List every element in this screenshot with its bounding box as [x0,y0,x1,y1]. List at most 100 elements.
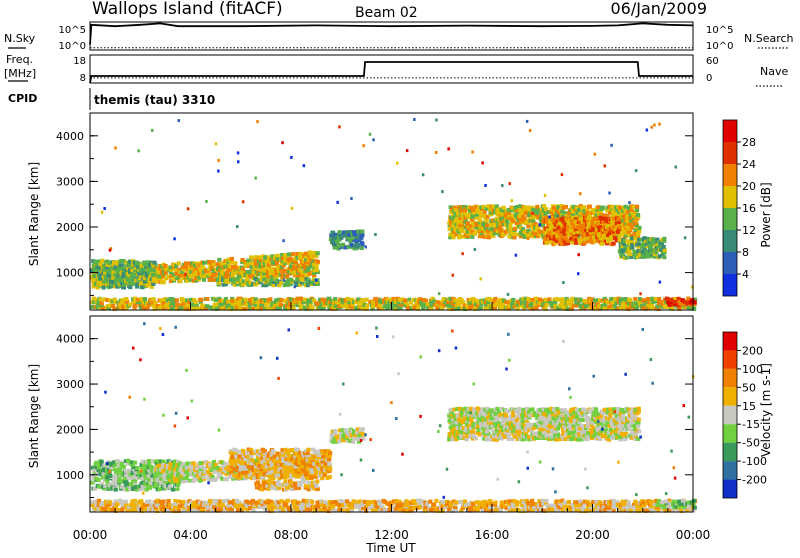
velocity-cell [344,428,348,432]
power-cell [202,261,206,265]
power-cell [457,234,461,238]
power-cell [182,265,186,269]
power-cell [493,297,497,301]
velocity-cell [327,458,331,462]
velocity-cell [260,476,264,480]
power-cell [537,301,541,305]
power-y-tick-label-2: 3000 [56,175,84,188]
power-cell [508,224,512,228]
power-cell [152,268,156,272]
power-cell [544,216,548,220]
power-speckle [447,147,450,150]
nave-tick-top: 60 [706,56,719,67]
power-cell [360,241,364,245]
velocity-cell [135,466,139,470]
power-cell [578,298,582,302]
nsky-series [90,23,693,47]
nsky-label: N.Sky [4,32,36,45]
power-cell [249,255,253,259]
power-y-tick-label-1: 2000 [56,221,84,234]
power-cell [212,278,216,282]
nave-tick-bottom: 0 [706,73,712,84]
velocity-cell [506,410,510,414]
power-cell [283,253,287,257]
power-speckle [461,252,464,255]
power-speckle [608,192,611,195]
freq-unit: [MHz] [4,67,36,80]
power-cell [207,260,211,264]
velocity-cell [191,461,195,465]
nsky-series-line-0 [90,23,693,44]
power-cell [593,217,597,221]
power-cell [100,301,104,305]
power-cell [505,219,509,223]
power-cell [300,278,304,282]
power-speckle [151,129,154,132]
power-cell [662,237,666,241]
power-cell [157,275,161,279]
power-cell [316,260,320,264]
power-cell [636,213,640,217]
power-cell [143,297,147,301]
power-cell [613,297,617,301]
velocity-cell [114,488,118,492]
power-cell [321,298,325,302]
power-cell [686,297,690,301]
power-speckle [577,272,580,275]
power-cell [177,261,181,265]
cpid-value: themis (tau) 3310 [94,93,215,107]
power-speckle [579,192,582,195]
power-cell [162,280,166,284]
power-speckle [291,207,294,210]
power-speckle [290,156,293,159]
power-speckle [103,207,106,210]
power-cell [111,304,115,308]
power-cell [360,230,364,234]
power-cell [287,252,291,256]
power-cell [378,299,382,303]
power-cell [460,229,464,233]
power-speckle [413,118,416,121]
velocity-cell [333,429,337,433]
power-cell [635,205,639,209]
power-speckle [646,129,649,132]
power-speckle [205,200,208,203]
power-speckle [529,129,532,132]
power-cell [538,230,542,234]
nave-label: Nave [760,65,788,78]
power-cell [314,265,318,269]
velocity-cell [530,407,534,411]
power-speckle [114,146,117,149]
power-speckle [254,177,257,180]
freq-series-line-0 [90,62,693,83]
power-cell [199,298,203,302]
power-speckle [658,123,661,126]
power-speckle [101,211,104,214]
power-cell [617,217,621,221]
freq-panel-frame [90,55,693,83]
power-cell [291,252,295,256]
freq-tick-bottom: 8 [80,73,86,84]
power-cell [346,297,350,301]
power-cell [230,257,234,261]
power-speckle [539,223,542,226]
power-speckle [256,120,259,123]
velocity-cell [521,419,525,423]
velocity-cell [307,481,311,485]
power-cell [478,210,482,214]
freq-label: Freq. [6,53,33,66]
power-speckle [195,263,198,266]
power-speckle [562,281,565,284]
velocity-cell [495,407,499,411]
power-cell [205,297,209,301]
nsky-tick-bottom: 10^0 [59,41,86,52]
freq-series [90,62,693,83]
power-speckle [675,166,678,169]
velocity-cell [471,430,475,434]
velocity-cell [159,481,163,485]
site-title: Wallops Island (fitACF) [92,0,283,19]
power-cell [245,262,249,266]
power-cell [152,279,156,283]
velocity-cell [225,477,229,481]
power-cell [588,205,592,209]
